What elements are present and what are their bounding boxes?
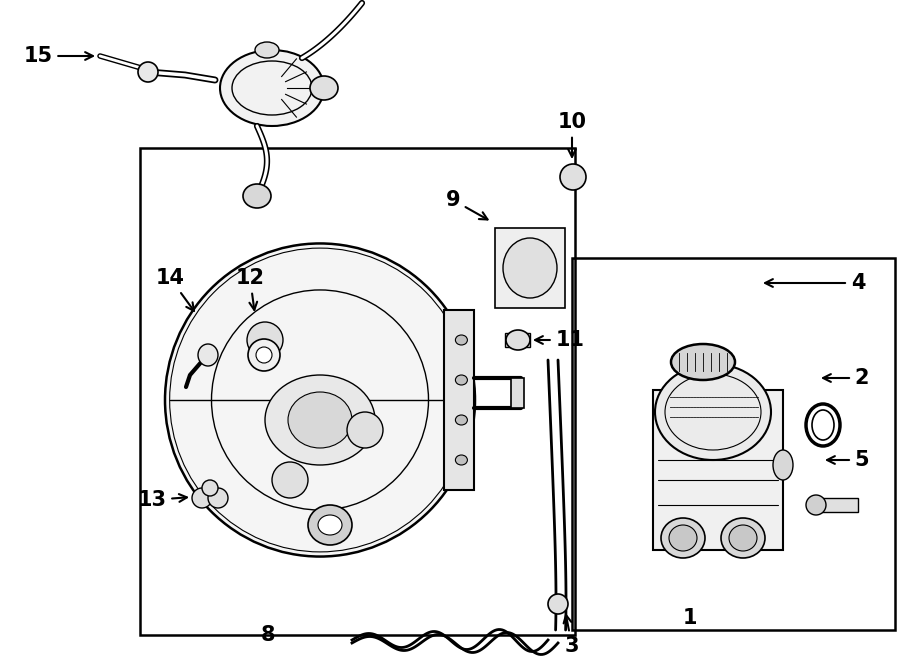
Ellipse shape bbox=[661, 518, 705, 558]
Ellipse shape bbox=[721, 518, 765, 558]
Text: 8: 8 bbox=[261, 625, 275, 645]
Text: 1: 1 bbox=[683, 608, 698, 628]
Ellipse shape bbox=[265, 375, 375, 465]
Ellipse shape bbox=[671, 344, 735, 380]
Text: 13: 13 bbox=[138, 490, 187, 510]
Text: 5: 5 bbox=[827, 450, 869, 470]
Bar bbox=[445, 310, 474, 490]
Bar bbox=[140, 148, 575, 635]
Ellipse shape bbox=[243, 184, 271, 208]
Ellipse shape bbox=[729, 525, 757, 551]
Ellipse shape bbox=[455, 375, 467, 385]
Ellipse shape bbox=[548, 594, 568, 614]
Text: 11: 11 bbox=[536, 330, 584, 350]
Ellipse shape bbox=[308, 505, 352, 545]
Ellipse shape bbox=[256, 347, 272, 363]
Text: 10: 10 bbox=[557, 112, 587, 157]
Bar bbox=[818, 498, 858, 512]
Ellipse shape bbox=[198, 344, 218, 366]
Text: 2: 2 bbox=[824, 368, 869, 388]
Ellipse shape bbox=[655, 364, 771, 460]
Text: 4: 4 bbox=[765, 273, 865, 293]
Text: 6: 6 bbox=[0, 661, 1, 662]
Bar bbox=[505, 333, 530, 347]
Ellipse shape bbox=[288, 392, 352, 448]
Text: 9: 9 bbox=[446, 190, 488, 220]
Ellipse shape bbox=[208, 488, 228, 508]
Text: 15: 15 bbox=[23, 46, 93, 66]
Bar bbox=[653, 390, 783, 550]
Text: 7: 7 bbox=[0, 661, 1, 662]
Ellipse shape bbox=[138, 62, 158, 82]
Ellipse shape bbox=[318, 515, 342, 535]
Bar bbox=[572, 258, 895, 630]
Bar bbox=[511, 378, 525, 408]
Ellipse shape bbox=[773, 450, 793, 480]
Ellipse shape bbox=[455, 455, 467, 465]
Ellipse shape bbox=[455, 415, 467, 425]
Ellipse shape bbox=[506, 330, 530, 350]
Ellipse shape bbox=[255, 42, 279, 58]
Ellipse shape bbox=[503, 238, 557, 298]
Ellipse shape bbox=[248, 339, 280, 371]
Bar bbox=[495, 228, 565, 308]
Ellipse shape bbox=[220, 50, 324, 126]
Ellipse shape bbox=[272, 462, 308, 498]
Text: 14: 14 bbox=[156, 268, 194, 311]
Text: 12: 12 bbox=[236, 268, 265, 310]
Text: 3: 3 bbox=[563, 615, 580, 656]
Ellipse shape bbox=[347, 412, 383, 448]
Ellipse shape bbox=[455, 335, 467, 345]
Ellipse shape bbox=[806, 495, 826, 515]
Ellipse shape bbox=[165, 244, 475, 557]
Ellipse shape bbox=[310, 76, 338, 100]
Ellipse shape bbox=[202, 480, 218, 496]
Ellipse shape bbox=[669, 525, 697, 551]
Ellipse shape bbox=[560, 164, 586, 190]
Ellipse shape bbox=[247, 322, 283, 358]
Ellipse shape bbox=[192, 488, 212, 508]
